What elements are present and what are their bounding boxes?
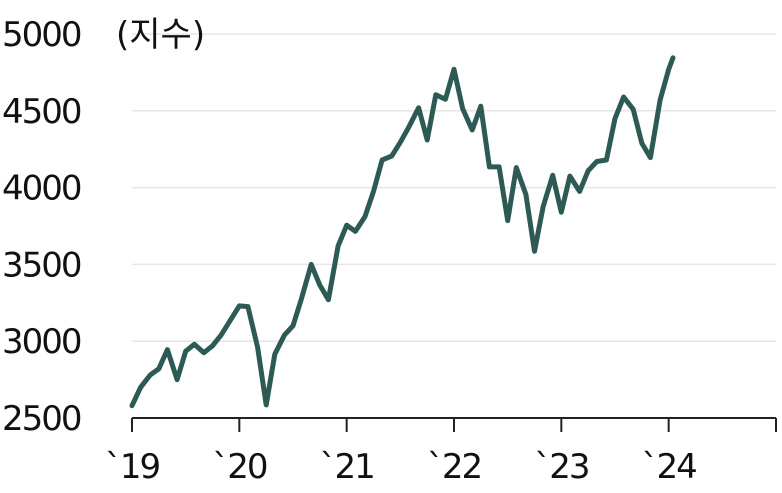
index-series-line: [129, 55, 676, 409]
grid-lines: [132, 33, 776, 342]
unit-label: (지수): [116, 15, 205, 55]
x-tick-label: `24: [642, 447, 697, 487]
y-axis-tick-labels: 2500 3000 3500 4000 4500 5000: [2, 15, 83, 439]
x-axis: [131, 417, 777, 432]
x-tick-label: `20: [212, 447, 267, 487]
y-tick-label: 3500: [2, 245, 81, 285]
x-tick-label: `22: [427, 447, 481, 487]
x-tick-label: `21: [320, 447, 374, 487]
x-tick-label: `19: [105, 447, 160, 487]
y-tick-label: 4500: [2, 92, 81, 132]
y-tick-label: 2500: [2, 399, 81, 439]
y-tick-label: 3000: [2, 322, 81, 362]
x-axis-tick-labels: `19 `20 `21 `22 `23 `24: [105, 447, 698, 487]
x-tick-label: `23: [534, 447, 588, 487]
y-tick-label: 5000: [2, 15, 81, 55]
y-tick-label: 4000: [2, 169, 81, 209]
